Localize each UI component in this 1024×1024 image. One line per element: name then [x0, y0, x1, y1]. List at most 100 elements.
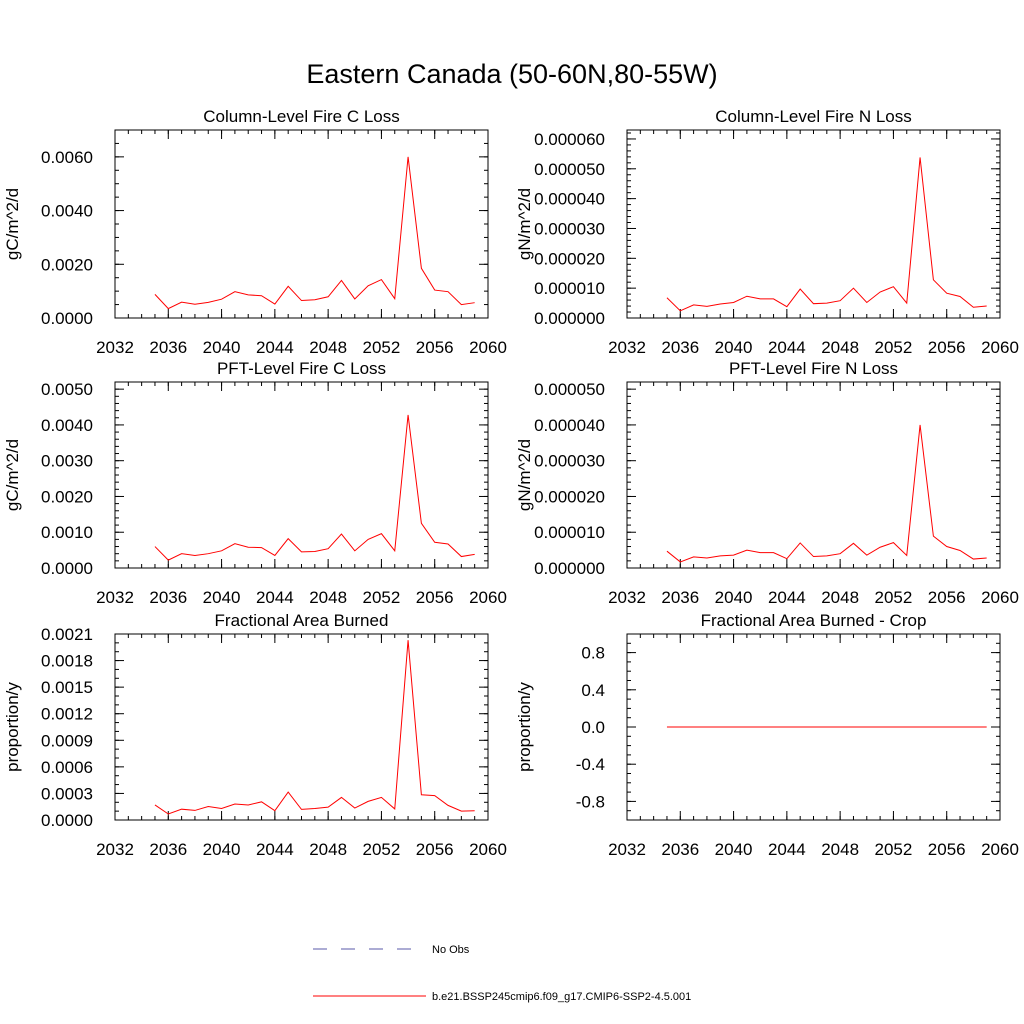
plot-frame [114, 129, 489, 319]
x-tick-label: 2036 [149, 588, 187, 607]
y-tick-label: 0.000010 [534, 523, 605, 542]
series-line-1 [154, 414, 475, 561]
x-tick-label: 2056 [416, 840, 454, 859]
x-tick-label: 2060 [469, 840, 507, 859]
y-tick-label: 0.000030 [534, 452, 605, 471]
y-tick-label: 0.0 [581, 718, 605, 737]
x-tick-label: 2032 [608, 338, 646, 357]
x-tick-label: 2040 [203, 588, 241, 607]
x-tick-label: 2040 [715, 840, 753, 859]
x-tick-label: 2044 [256, 840, 294, 859]
x-tick-label: 2052 [875, 840, 913, 859]
x-tick-label: 2032 [608, 840, 646, 859]
x-tick-label: 2040 [203, 840, 241, 859]
y-tick-label: 0.0000 [41, 811, 93, 830]
x-tick-label: 2048 [309, 588, 347, 607]
x-tick-label: 2052 [875, 338, 913, 357]
x-tick-label: 2048 [309, 338, 347, 357]
series-line-1 [154, 156, 475, 310]
y-tick-label: 0.000020 [534, 487, 605, 506]
y-tick-label: 0.0010 [41, 523, 93, 542]
x-tick-label: 2048 [309, 840, 347, 859]
x-tick-label: 2044 [256, 588, 294, 607]
panel-title: Fractional Area Burned [215, 611, 389, 630]
y-tick-label: 0.0000 [41, 559, 93, 578]
y-tick-label: 0.000050 [534, 160, 605, 179]
chart-panel-6: Fractional Area Burned - Crop proportion/… [515, 611, 1019, 859]
y-tick-label: 0.000040 [534, 416, 605, 435]
x-tick-label: 2036 [149, 840, 187, 859]
plot-frame [114, 381, 489, 569]
y-tick-label: 0.0003 [41, 784, 93, 803]
y-tick-label: -0.4 [576, 755, 605, 774]
y-tick-label: 0.0018 [41, 652, 93, 671]
y-tick-label: 0.000020 [534, 249, 605, 268]
y-tick-label: 0.0040 [41, 202, 93, 221]
y-tick-label: 0.000040 [534, 190, 605, 209]
panel-title: Column-Level Fire N Loss [715, 107, 912, 126]
x-tick-label: 2040 [715, 588, 753, 607]
x-tick-label: 2036 [661, 338, 699, 357]
x-tick-label: 2060 [469, 588, 507, 607]
panel-title: PFT-Level Fire C Loss [217, 359, 386, 378]
y-tick-label: 0.8 [581, 644, 605, 663]
x-tick-label: 2036 [661, 588, 699, 607]
y-tick-label: 0.0060 [41, 148, 93, 167]
y-tick-label: 0.000050 [534, 380, 605, 399]
x-tick-label: 2048 [821, 840, 859, 859]
y-tick-label: 0.0000 [41, 309, 93, 328]
x-tick-label: 2052 [363, 588, 401, 607]
plot-frame [114, 633, 489, 821]
plot-frame [626, 381, 1001, 569]
chart-panel-2: Column-Level Fire N Loss gN/m^2/d 2032 2036… [515, 107, 1019, 357]
series-line-1 [154, 640, 475, 815]
x-tick-label: 2048 [821, 338, 859, 357]
x-tick-label: 2032 [96, 840, 134, 859]
y-axis-label: proportion/y [515, 682, 534, 772]
y-tick-label: 0.000060 [534, 130, 605, 149]
plot-panels: Column-Level Fire C Loss gC/m^2/d 2032 2036… [3, 107, 1019, 859]
x-tick-label: 2048 [821, 588, 859, 607]
y-tick-label: 0.0030 [41, 452, 93, 471]
series-line-1 [666, 157, 987, 312]
x-tick-label: 2040 [715, 338, 753, 357]
y-tick-label: 0.0009 [41, 731, 93, 750]
legend-obs-label: No Obs [432, 944, 470, 956]
x-tick-label: 2032 [96, 338, 134, 357]
chart-panel-1: Column-Level Fire C Loss gC/m^2/d 2032 2036… [3, 107, 507, 357]
x-tick-label: 2056 [416, 338, 454, 357]
x-tick-label: 2036 [661, 840, 699, 859]
x-tick-label: 2052 [363, 840, 401, 859]
x-tick-label: 2044 [768, 840, 806, 859]
y-tick-label: 0.0006 [41, 758, 93, 777]
y-axis-label: gN/m^2/d [515, 439, 534, 511]
x-tick-label: 2056 [928, 588, 966, 607]
y-tick-label: 0.000000 [534, 309, 605, 328]
x-tick-label: 2036 [149, 338, 187, 357]
y-tick-label: -0.8 [576, 792, 605, 811]
legend-model-label: b.e21.BSSP245cmip6.f09_g17.CMIP6-SSP2-4.… [432, 991, 691, 1003]
chart-panel-5: Fractional Area Burned proportion/y 2032 20… [3, 611, 507, 859]
x-tick-label: 2056 [928, 338, 966, 357]
plot-frame [626, 129, 1001, 319]
x-tick-label: 2040 [203, 338, 241, 357]
x-tick-label: 2044 [256, 338, 294, 357]
panel-title: Column-Level Fire C Loss [203, 107, 400, 126]
y-tick-label: 0.0050 [41, 380, 93, 399]
y-tick-label: 0.0021 [41, 625, 93, 644]
legend: No Obs b.e21.BSSP245cmip6.f09_g17.CMIP6-… [313, 944, 691, 1003]
panel-title: Fractional Area Burned - Crop [701, 611, 927, 630]
x-tick-label: 2052 [363, 338, 401, 357]
y-tick-label: 0.0020 [41, 487, 93, 506]
y-axis-label: gN/m^2/d [515, 188, 534, 260]
chart-panel-3: PFT-Level Fire C Loss gC/m^2/d 2032 2036 204… [3, 359, 507, 607]
x-tick-label: 2032 [96, 588, 134, 607]
x-tick-label: 2052 [875, 588, 913, 607]
x-tick-label: 2060 [981, 840, 1019, 859]
y-tick-label: 0.0020 [41, 255, 93, 274]
x-tick-label: 2060 [981, 338, 1019, 357]
x-tick-label: 2056 [928, 840, 966, 859]
y-tick-label: 0.0015 [41, 678, 93, 697]
y-tick-label: 0.000000 [534, 559, 605, 578]
